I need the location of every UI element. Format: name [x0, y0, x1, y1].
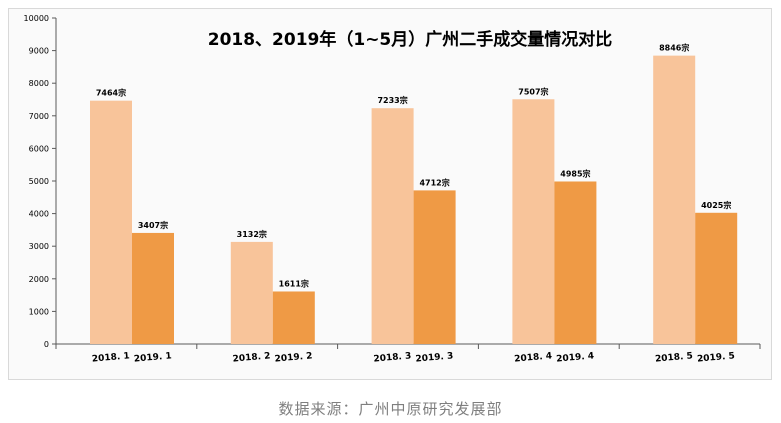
bar: [371, 108, 414, 345]
x-tick-label: 2018. 3: [373, 351, 412, 364]
x-tick-label: 2018. 5: [655, 351, 694, 364]
data-label: 7464宗: [96, 88, 126, 98]
x-tick-label: 2019. 1: [134, 351, 173, 364]
y-tick-label: 0: [44, 340, 49, 349]
y-tick-label: 7000: [29, 112, 49, 121]
x-tick-label: 2018. 2: [232, 351, 271, 364]
bar: [695, 212, 738, 344]
x-tick-label: 2019. 4: [556, 351, 595, 364]
bar: [230, 241, 273, 344]
y-tick-label: 2000: [29, 275, 49, 284]
x-tick-label: 2019. 5: [697, 351, 736, 364]
y-tick-label: 5000: [29, 177, 49, 186]
data-label: 4025宗: [701, 200, 731, 210]
bar: [90, 100, 132, 344]
data-label: 4712宗: [419, 177, 449, 187]
y-tick-label: 9000: [29, 47, 49, 56]
data-label: 4985宗: [560, 168, 590, 178]
y-tick-label: 8000: [29, 79, 49, 88]
y-tick-label: 4000: [29, 210, 49, 219]
x-tick-label: 2018. 4: [514, 351, 553, 364]
x-tick-label: 2019. 2: [274, 351, 313, 364]
bar: [653, 55, 696, 345]
y-tick-label: 6000: [29, 144, 49, 153]
bar: [413, 190, 456, 344]
chart-title: 2018、2019年（1~5月）广州二手成交量情况对比: [208, 29, 613, 50]
bar: [272, 291, 315, 344]
y-tick-label: 10000: [24, 14, 49, 23]
data-label: 7507宗: [518, 86, 548, 96]
bar: [554, 181, 597, 344]
x-tick-label: 2018. 1: [92, 351, 131, 364]
data-label: 7233宗: [377, 95, 407, 105]
y-tick-label: 1000: [29, 307, 49, 316]
x-tick-label: 2019. 3: [415, 351, 454, 364]
bar: [132, 232, 174, 344]
data-label: 3132宗: [237, 229, 267, 239]
bar: [512, 99, 555, 345]
data-label: 3407宗: [138, 220, 168, 230]
data-label: 8846宗: [659, 43, 689, 53]
data-label: 1611宗: [279, 278, 309, 288]
y-tick-label: 3000: [29, 242, 49, 251]
source-note: 数据来源：广州中原研究发展部: [278, 400, 503, 418]
